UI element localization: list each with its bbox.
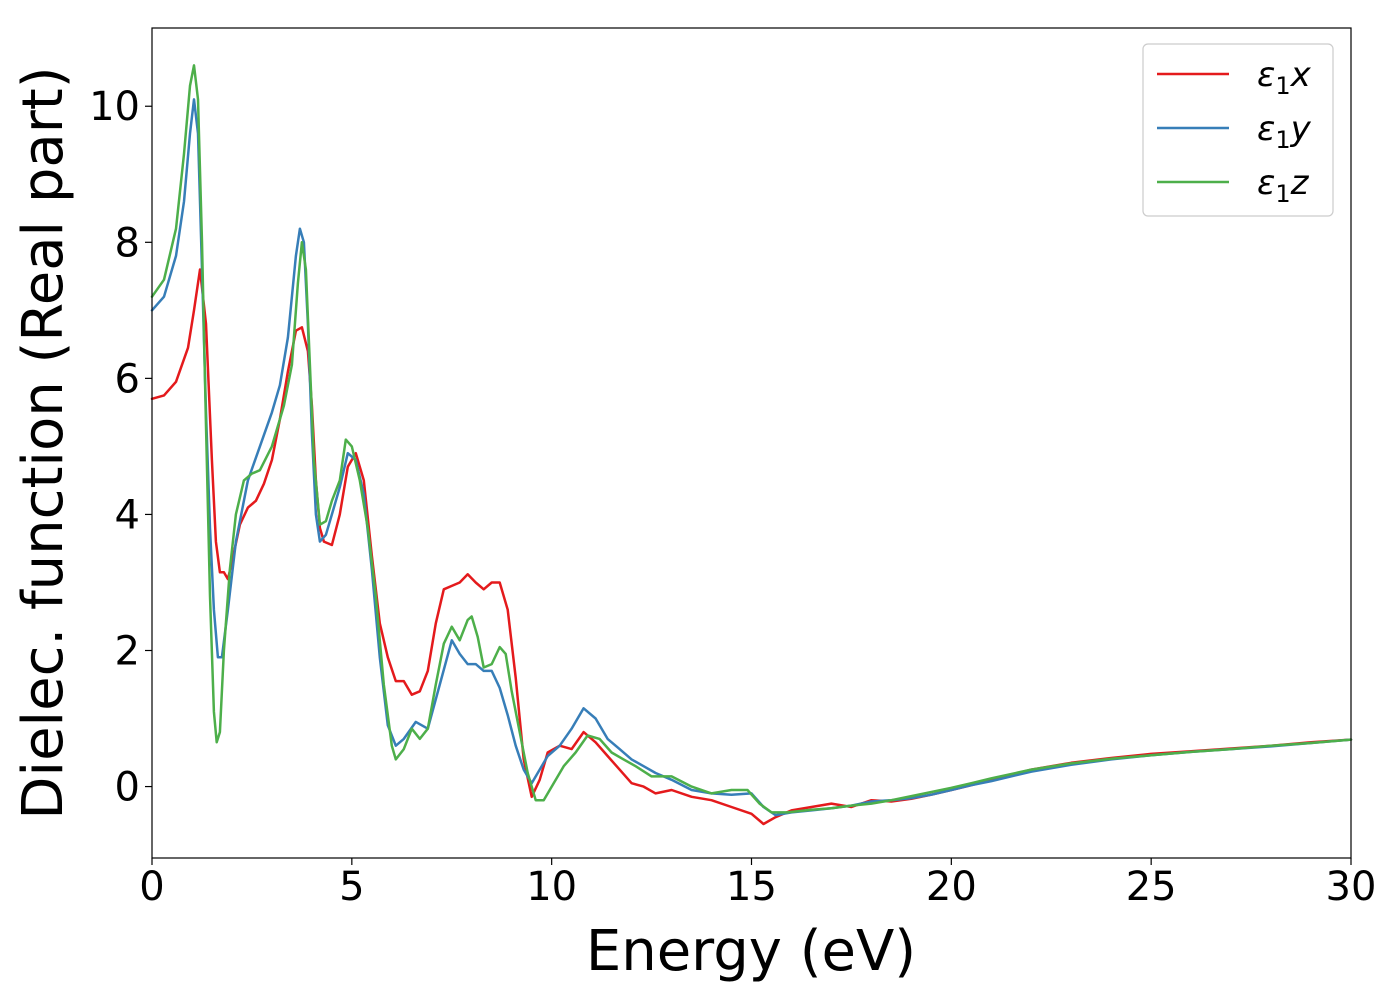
legend-label-x: ε1x	[1257, 55, 1312, 100]
x-tick-label: 5	[339, 864, 364, 910]
x-tick-label: 20	[926, 864, 977, 910]
legend: ε1x ε1y ε1z	[1142, 43, 1334, 217]
x-axis-title: Energy (eV)	[586, 919, 916, 984]
legend-box	[1142, 43, 1334, 217]
legend-label-y: ε1y	[1257, 109, 1312, 154]
x-tick-label: 15	[726, 864, 777, 910]
x-tick-label: 10	[526, 864, 577, 910]
x-tick-label: 0	[139, 864, 164, 910]
x-axis: 0 5 10 15 20 25 30	[139, 858, 1376, 910]
legend-label-z: ε1z	[1257, 163, 1310, 208]
y-tick-label: 2	[115, 629, 140, 675]
y-tick-label: 10	[89, 84, 140, 130]
series-line-x	[150, 268, 1353, 826]
y-axis: 0 2 4 6 8 10	[89, 84, 152, 811]
y-tick-label: 0	[115, 765, 140, 811]
series-line-z	[150, 64, 1353, 814]
x-tick-label: 25	[1126, 864, 1177, 910]
series-line-y	[150, 98, 1353, 817]
y-tick-label: 4	[115, 492, 140, 538]
x-tick-label: 30	[1326, 864, 1377, 910]
series-layer	[150, 64, 1353, 826]
y-tick-label: 8	[115, 220, 140, 266]
y-tick-label: 6	[115, 356, 140, 402]
y-axis-title: Dielec. function (Real part)	[11, 66, 76, 819]
